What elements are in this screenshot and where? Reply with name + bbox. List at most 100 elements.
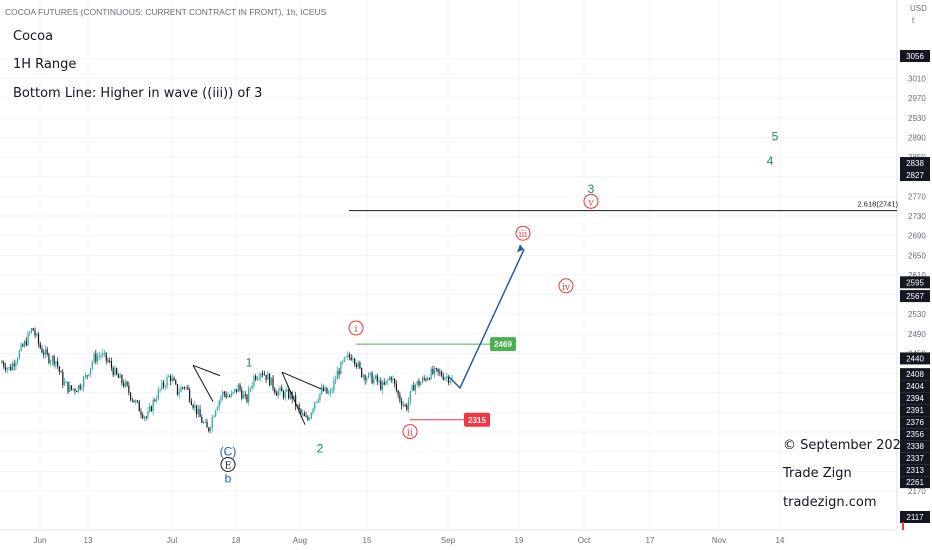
price-label-box: [900, 428, 930, 441]
y-tick-label: 2490: [908, 330, 926, 339]
wave-circle: [220, 456, 236, 472]
wave-label-v: v: [587, 198, 594, 208]
candle-body: [293, 395, 295, 400]
candle-body: [197, 408, 199, 415]
price-label-box: [900, 276, 930, 289]
price-tags: 2469 2315 3056 2838 2827 2595 2567 2440 2408 2404…: [464, 50, 930, 530]
candle-body: [112, 367, 114, 376]
candle-body: [232, 391, 234, 394]
wave-label-4: 4: [767, 154, 774, 168]
candle-body: [60, 371, 62, 373]
candle-body: [321, 387, 323, 394]
price-label-box: [900, 157, 930, 170]
price-label-text: 2337: [906, 454, 924, 463]
candle-body: [98, 355, 100, 357]
y-tick-label: 2930: [908, 114, 926, 123]
candle-body: [211, 416, 213, 428]
candle-body: [18, 350, 20, 359]
candle-body: [401, 400, 403, 406]
candle-body: [268, 373, 271, 386]
candle-body: [55, 361, 57, 365]
candle-body: [67, 381, 69, 392]
brand-site: tradezign.com: [783, 495, 877, 510]
candle-body: [180, 387, 182, 392]
candle-body: [185, 386, 187, 388]
x-tick-label: 19: [515, 536, 524, 545]
candle-body: [119, 374, 121, 378]
candle-body: [348, 354, 351, 358]
candle-body: [192, 404, 194, 408]
candle-body: [242, 394, 245, 399]
candle-body: [43, 352, 45, 355]
candle-body: [362, 375, 364, 377]
candle-body: [147, 411, 149, 418]
price-label-box: [900, 452, 930, 465]
price-label-text: 2338: [906, 442, 924, 451]
candle-body: [374, 375, 377, 379]
candle-body: [225, 393, 227, 398]
candle-body: [284, 391, 286, 398]
candle-body: [17, 358, 19, 363]
candle-body: [235, 389, 238, 392]
candle-body: [315, 401, 318, 403]
candle-body: [116, 368, 118, 375]
level-2469-tag-box: [490, 337, 516, 352]
wave-label-2: 2: [317, 441, 324, 455]
candle-body: [176, 384, 179, 395]
candle-body: [218, 400, 220, 408]
candle-body: [220, 397, 222, 401]
candle-body: [237, 384, 239, 392]
candle-body: [373, 378, 375, 384]
candle-body: [338, 370, 340, 375]
wave-label-iv: iv: [562, 283, 571, 293]
projection-path: [447, 249, 525, 390]
candle-body: [267, 373, 269, 380]
candle-body: [310, 412, 312, 419]
candle-body: [255, 375, 257, 380]
x-tick-label: Jun: [34, 536, 47, 545]
candle-body: [326, 387, 328, 394]
candle-body: [166, 377, 168, 387]
candle-body: [216, 407, 219, 411]
candle-body: [262, 373, 264, 375]
wave-label-E: E: [225, 461, 232, 471]
candle-body: [65, 381, 67, 383]
candle-body: [414, 384, 417, 391]
candle-body: [314, 402, 316, 409]
price-label-text: 2376: [906, 418, 924, 427]
pattern-line: [192, 364, 221, 377]
candle-body: [25, 341, 27, 346]
price-label-text: 2391: [906, 406, 924, 415]
candle-body: [51, 356, 53, 362]
candle-body: [428, 378, 431, 380]
candle-body: [317, 400, 319, 402]
pattern-line: [192, 365, 214, 402]
candle-body: [256, 378, 259, 380]
candle-body: [423, 378, 425, 380]
candle-body: [178, 391, 180, 395]
candle-body: [387, 380, 389, 382]
note-symbol: Cocoa: [13, 29, 54, 44]
y-tick-label: 2610: [908, 271, 926, 280]
candle-body: [96, 356, 99, 362]
candle-body: [249, 388, 252, 390]
candle-body: [195, 405, 198, 415]
x-tick-label: Sep: [441, 536, 456, 545]
candle-body: [150, 406, 153, 412]
candle-body: [406, 404, 408, 410]
candle-body: [369, 372, 371, 374]
candle-body: [208, 427, 210, 432]
candle-body: [88, 374, 90, 376]
candle-body: [395, 383, 398, 391]
y-tick-label: 2170: [908, 487, 926, 496]
candle-body: [107, 360, 109, 362]
candle-body: [352, 358, 354, 361]
price-label-box: [900, 464, 930, 477]
pattern-line: [281, 371, 306, 425]
candle-body: [246, 395, 248, 402]
candle-body: [173, 378, 175, 381]
candle-body: [272, 377, 274, 389]
candle-body: [442, 376, 444, 380]
price-label-text: 2440: [906, 354, 924, 363]
